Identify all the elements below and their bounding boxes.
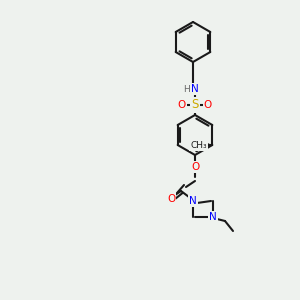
Text: N: N — [189, 196, 197, 206]
Text: CH₃: CH₃ — [190, 140, 207, 149]
Text: O: O — [167, 194, 175, 204]
Text: O: O — [204, 100, 212, 110]
Text: H: H — [183, 85, 189, 94]
Text: N: N — [209, 212, 217, 222]
Text: O: O — [178, 100, 186, 110]
Text: S: S — [191, 98, 199, 112]
Text: O: O — [191, 162, 199, 172]
Text: N: N — [191, 84, 199, 94]
